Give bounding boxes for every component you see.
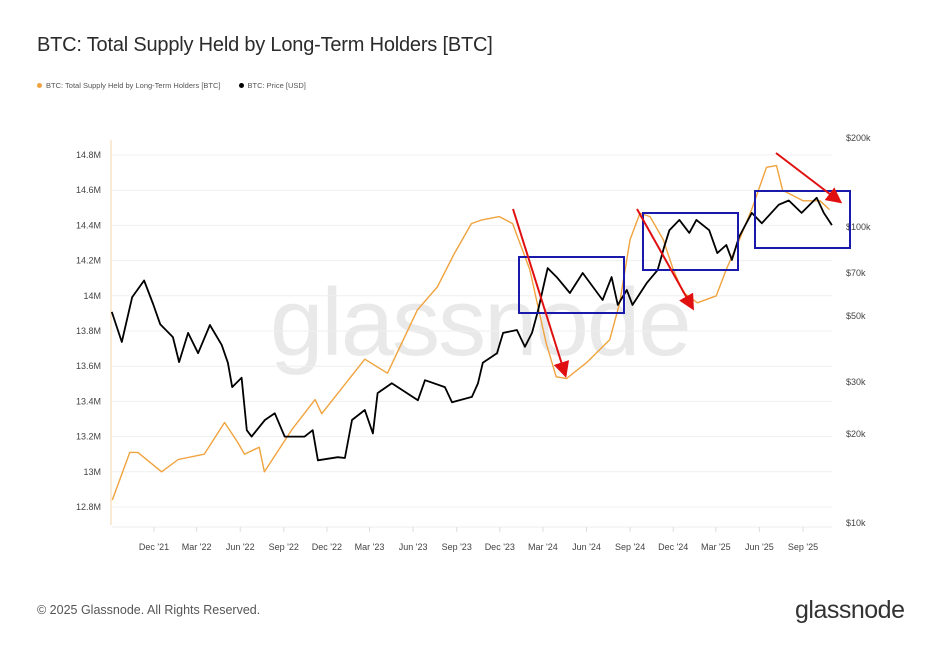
y-left-tick-label: 14.2M <box>76 256 101 266</box>
y-right-tick-label: $100k <box>846 222 871 232</box>
chart-title: BTC: Total Supply Held by Long-Term Hold… <box>37 34 493 56</box>
watermark: glassnode <box>270 269 690 376</box>
legend-swatch-orange-icon <box>37 83 42 88</box>
y-left-tick-label: 12.8M <box>76 502 101 512</box>
legend-swatch-black-icon <box>238 83 244 88</box>
legend-label: BTC: Price [USD] <box>247 81 306 90</box>
x-tick-label: Jun '22 <box>226 542 255 552</box>
y-right-tick-label: $10k <box>846 518 866 528</box>
btc-price-line <box>110 196 833 462</box>
x-tick-label: Mar '24 <box>528 542 558 552</box>
x-tick-label: Sep '22 <box>269 542 299 552</box>
y-left-tick-label: 13.4M <box>76 396 101 406</box>
x-tick-label: Jun '25 <box>745 542 774 552</box>
x-tick-label: Jun '24 <box>572 542 601 552</box>
x-tick-label: Dec '23 <box>485 542 515 552</box>
x-tick-label: Dec '22 <box>312 542 342 552</box>
y-left-tick-label: 14.4M <box>76 220 101 230</box>
x-tick-label: Dec '24 <box>658 542 688 552</box>
x-tick-label: Sep '25 <box>788 542 818 552</box>
legend-item-price[interactable]: BTC: Price [USD] <box>238 81 306 90</box>
x-tick-label: Mar '25 <box>701 542 731 552</box>
y-right-tick-label: $20k <box>846 429 866 439</box>
legend-label: BTC: Total Supply Held by Long-Term Hold… <box>46 81 221 90</box>
highlight-box <box>642 212 739 271</box>
y-left-tick-label: 14M <box>83 291 101 301</box>
y-left-tick-label: 13.6M <box>76 361 101 371</box>
highlight-box <box>754 190 851 249</box>
glassnode-logo[interactable]: glassnode <box>795 596 905 624</box>
y-left-tick-label: 13.2M <box>76 432 101 442</box>
trend-arrow <box>775 152 843 204</box>
y-right-tick-label: $50k <box>846 311 866 321</box>
legend-item-lth-supply[interactable]: BTC: Total Supply Held by Long-Term Hold… <box>37 81 221 90</box>
copyright-footer: © 2025 Glassnode. All Rights Reserved. <box>37 603 261 617</box>
lth-supply-line <box>111 164 830 501</box>
y-left-tick-label: 14.6M <box>76 185 101 195</box>
y-left-tick-label: 14.8M <box>76 150 101 160</box>
y-left-tick-label: 13M <box>83 467 101 477</box>
x-tick-label: Dec '21 <box>139 542 169 552</box>
x-tick-label: Mar '22 <box>182 542 212 552</box>
x-tick-label: Mar '23 <box>355 542 385 552</box>
y-right-tick-label: $200k <box>846 133 871 143</box>
y-right-tick-label: $70k <box>846 268 866 278</box>
highlight-box <box>518 256 625 314</box>
x-tick-label: Jun '23 <box>399 542 428 552</box>
trend-arrow <box>512 208 570 378</box>
x-tick-label: Sep '24 <box>615 542 645 552</box>
trend-arrow <box>636 208 694 311</box>
y-right-tick-label: $30k <box>846 377 866 387</box>
annotations <box>512 152 851 378</box>
y-left-tick-label: 13.8M <box>76 326 101 336</box>
legend: BTC: Total Supply Held by Long-Term Hold… <box>37 81 306 90</box>
x-tick-label: Sep '23 <box>442 542 472 552</box>
